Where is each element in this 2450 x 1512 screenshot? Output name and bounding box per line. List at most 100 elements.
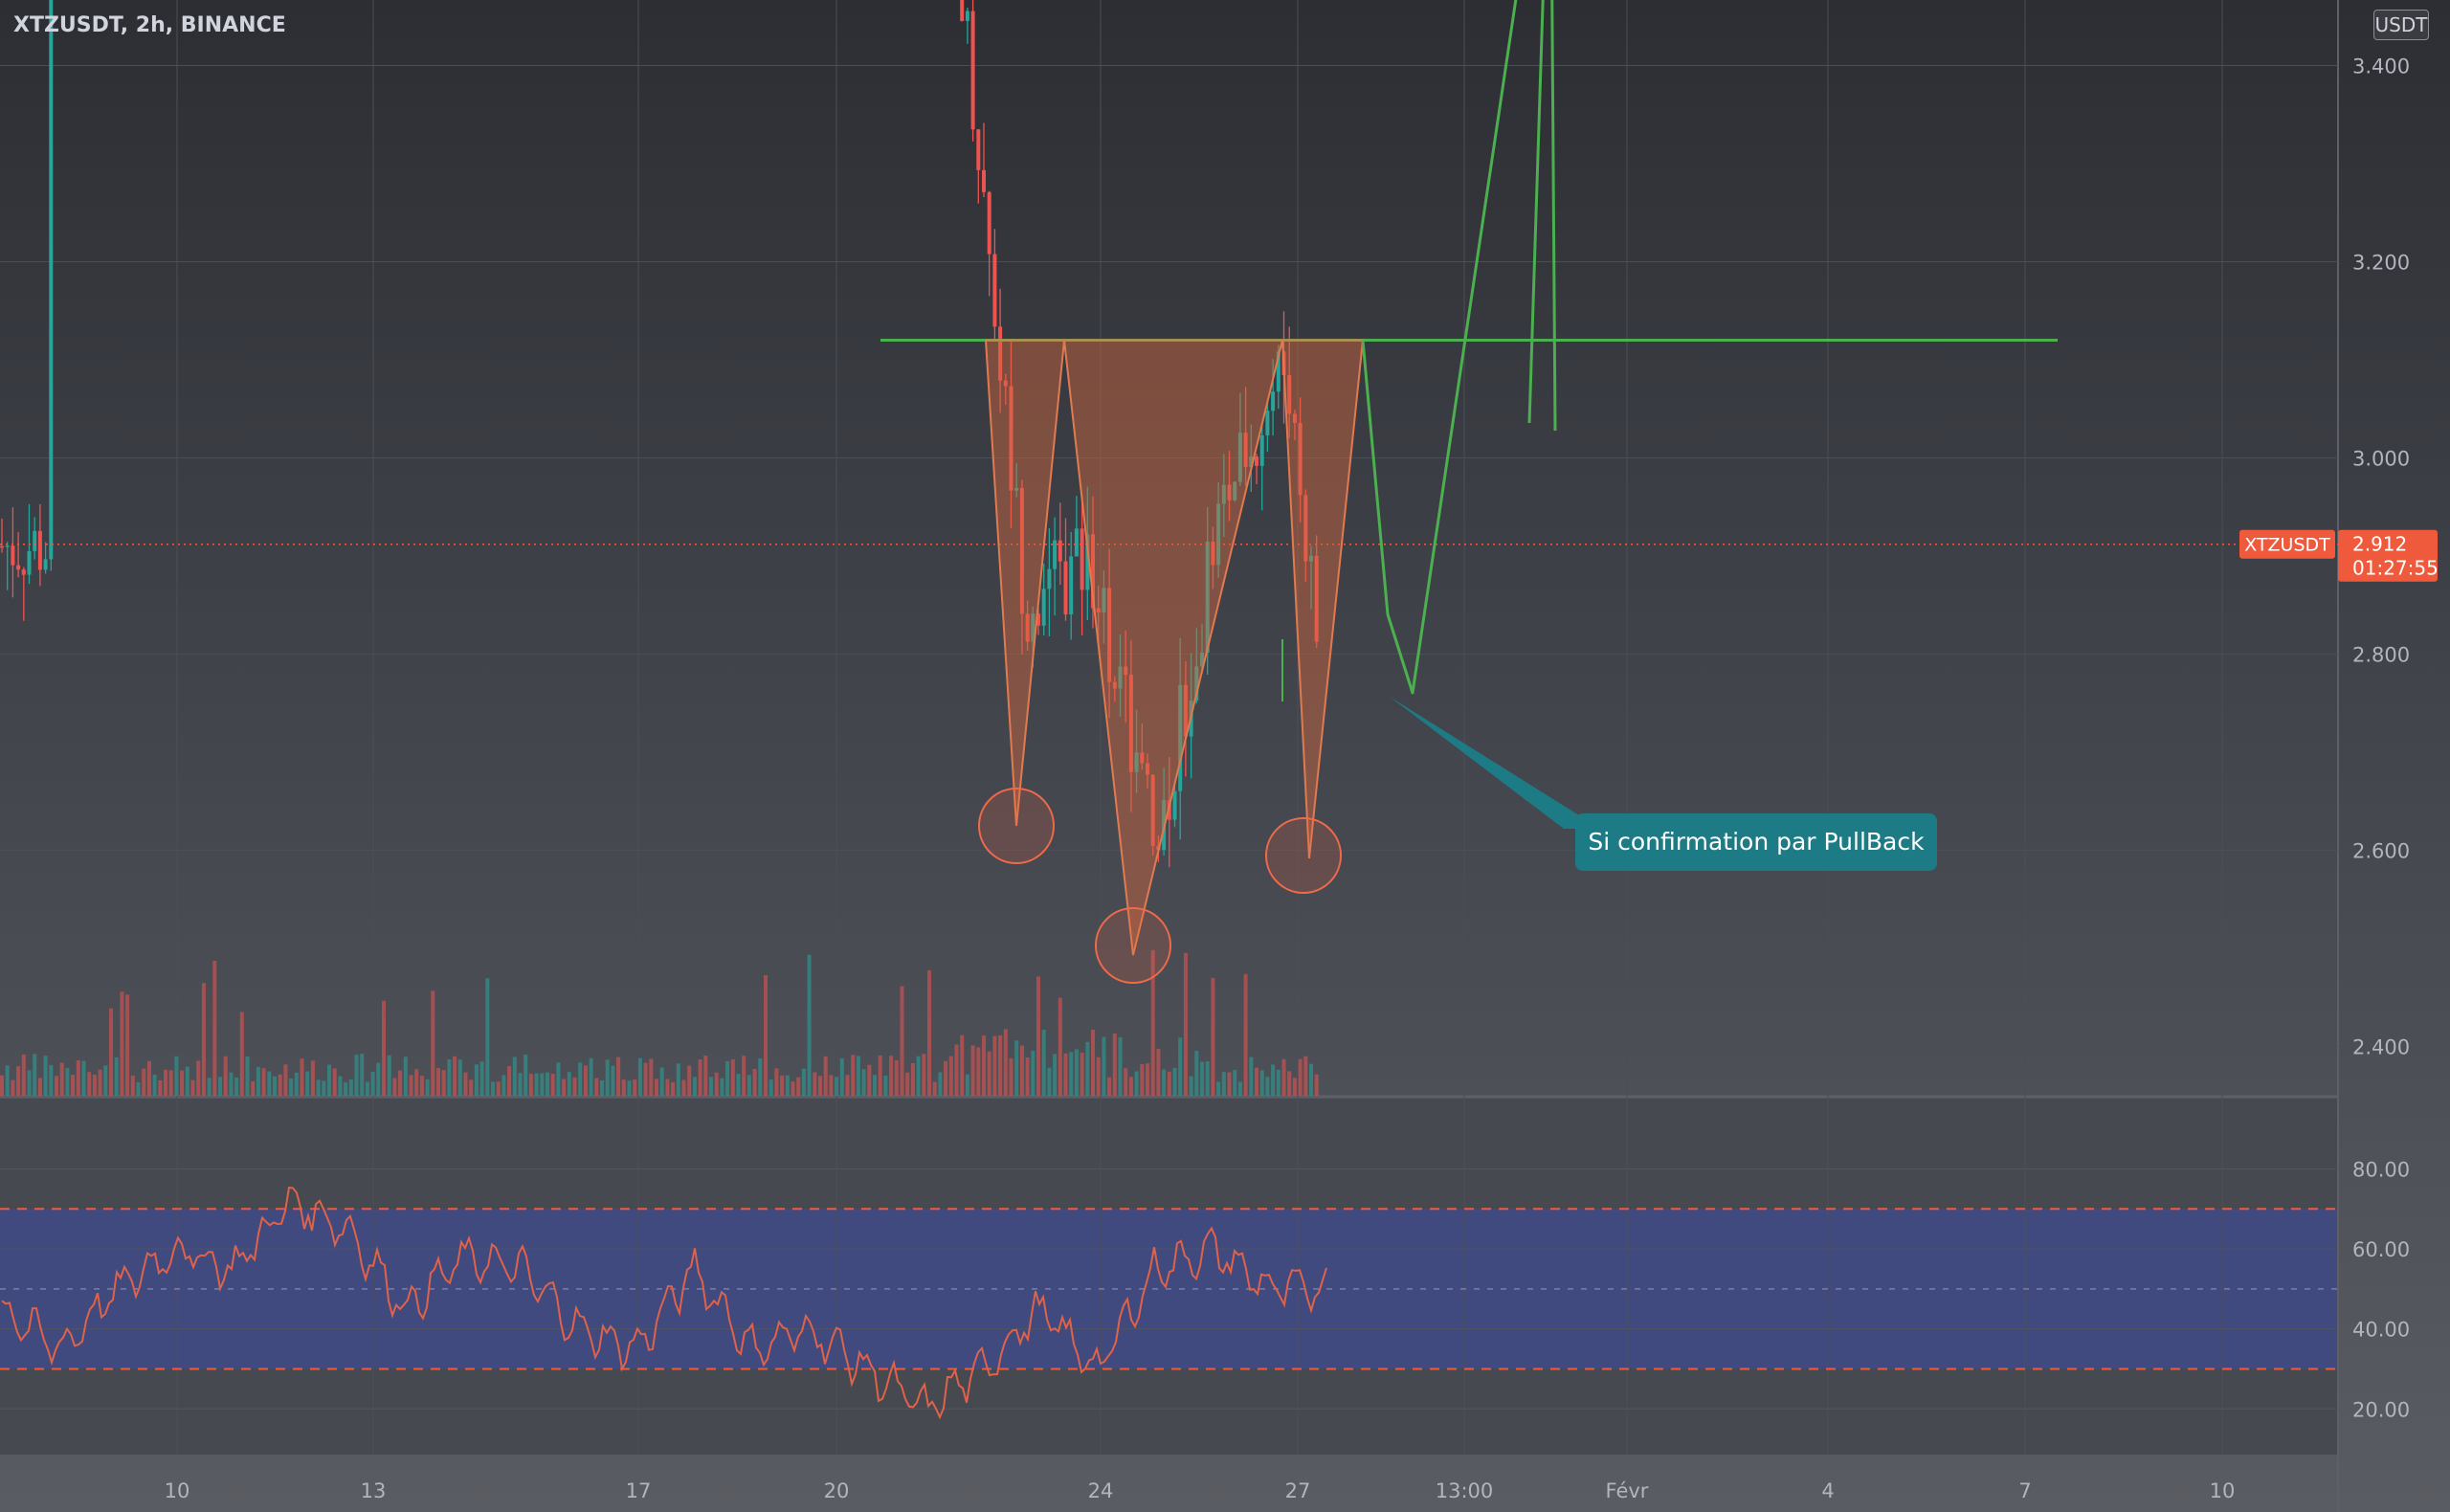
- volume-bar-127: [692, 1077, 697, 1096]
- volume-bar-186: [1014, 1040, 1019, 1096]
- volume-bar-112: [611, 1065, 615, 1096]
- volume-bar-157: [856, 1056, 860, 1096]
- candle-body-7: [37, 530, 42, 570]
- candle-body-0: [0, 545, 4, 548]
- volume-bar-87: [474, 1064, 479, 1096]
- volume-bar-145: [791, 1081, 795, 1096]
- volume-bar-138: [752, 1068, 757, 1096]
- candle-body-186: [1014, 487, 1019, 491]
- volume-bar-226: [1233, 1070, 1237, 1096]
- volume-bar-203: [1107, 1077, 1112, 1096]
- volume-bar-175: [954, 1044, 959, 1096]
- volume-bar-72: [392, 1078, 397, 1096]
- volume-bar-60: [327, 1064, 331, 1096]
- volume-bar-6: [33, 1054, 37, 1096]
- candle-body-228: [1243, 433, 1248, 467]
- volume-bar-71: [387, 1055, 391, 1096]
- candle-body-221: [1205, 542, 1210, 654]
- candle-body-233: [1271, 391, 1276, 411]
- volume-bar-56: [305, 1071, 310, 1096]
- symbol-label[interactable]: XTZUSDT, 2h, BINANCE: [13, 13, 286, 37]
- volume-bar-83: [453, 1056, 457, 1096]
- volume-bar-125: [681, 1079, 686, 1096]
- candle-body-230: [1255, 456, 1258, 466]
- price-tick-label: 3.200: [2352, 252, 2410, 275]
- volume-bar-10: [55, 1076, 58, 1096]
- volume-bar-19: [103, 1065, 108, 1096]
- volume-bar-225: [1227, 1072, 1232, 1096]
- volume-bar-118: [643, 1062, 648, 1096]
- volume-bar-78: [425, 1078, 430, 1096]
- volume-bar-12: [65, 1068, 70, 1096]
- volume-bar-194: [1058, 997, 1062, 1096]
- volume-bar-101: [550, 1074, 555, 1096]
- last-price-badge-bg: [2338, 529, 2438, 582]
- candle-body-2: [11, 545, 15, 566]
- volume-bar-89: [485, 978, 490, 1096]
- volume-bar-18: [98, 1069, 102, 1096]
- volume-bar-206: [1124, 1068, 1128, 1096]
- volume-bar-96: [523, 1054, 528, 1096]
- volume-bar-241: [1314, 1074, 1319, 1096]
- volume-bar-7: [37, 1078, 42, 1096]
- candle-body-179: [976, 129, 981, 170]
- candle-body-196: [1069, 556, 1074, 615]
- volume-bar-121: [659, 1067, 664, 1096]
- volume-bar-27: [146, 1060, 151, 1096]
- volume-bar-192: [1047, 1067, 1052, 1096]
- volume-bar-201: [1096, 1056, 1101, 1096]
- candle-body-238: [1298, 423, 1303, 496]
- candle-body-210: [1146, 763, 1149, 775]
- volume-bar-38: [207, 1078, 212, 1096]
- candle-body-199: [1085, 534, 1090, 590]
- candle-body-195: [1063, 561, 1068, 615]
- volume-bar-42: [229, 1072, 234, 1096]
- volume-bar-220: [1200, 1061, 1204, 1096]
- time-tick-label: 10: [2210, 1479, 2236, 1502]
- volume-bar-15: [81, 1060, 86, 1096]
- volume-bar-140: [764, 975, 768, 1096]
- currency-button[interactable]: USDT: [2373, 10, 2429, 40]
- price-tick-label: 3.000: [2352, 448, 2410, 471]
- volume-bar-108: [589, 1057, 593, 1096]
- volume-bar-122: [665, 1078, 670, 1096]
- last-price-text: 2.912: [2352, 533, 2407, 556]
- candle-body-227: [1237, 433, 1242, 482]
- rsi-tick-label: 20.00: [2352, 1398, 2410, 1421]
- volume-bar-68: [370, 1071, 375, 1096]
- volume-bar-155: [845, 1075, 850, 1096]
- volume-bar-47: [256, 1066, 260, 1096]
- volume-bar-65: [354, 1055, 359, 1096]
- symbol-badge-bg: [2239, 529, 2335, 559]
- head-circle: [1095, 907, 1171, 984]
- callout-pointer: [1390, 697, 1589, 829]
- volume-bar-73: [398, 1070, 403, 1096]
- volume-bar-152: [829, 1075, 834, 1096]
- candle-body-191: [1041, 589, 1046, 626]
- rsi-tick-label: 80.00: [2352, 1159, 2410, 1182]
- volume-bar-120: [655, 1078, 658, 1096]
- volume-bar-90: [491, 1081, 495, 1096]
- volume-bar-114: [621, 1079, 626, 1096]
- volume-bar-99: [540, 1073, 545, 1096]
- pullback-annotation[interactable]: Si confirmation par PullBack: [1575, 813, 1937, 871]
- volume-bar-85: [463, 1072, 468, 1096]
- candle-body-224: [1221, 484, 1226, 504]
- volume-bar-35: [190, 1079, 195, 1096]
- volume-bar-146: [796, 1077, 801, 1096]
- volume-bar-97: [528, 1074, 533, 1096]
- volume-bar-218: [1189, 1076, 1193, 1096]
- candle-body-185: [1009, 386, 1013, 491]
- candle-body-207: [1128, 675, 1133, 772]
- volume-bar-126: [687, 1065, 692, 1096]
- volume-bar-238: [1298, 1058, 1303, 1096]
- volume-bar-40: [218, 1077, 222, 1096]
- volume-bar-79: [431, 990, 435, 1096]
- candle-body-190: [1036, 613, 1040, 626]
- volume-bar-45: [245, 1056, 250, 1096]
- candle-body-234: [1276, 351, 1281, 392]
- candle-body-208: [1134, 752, 1139, 772]
- volume-bar-76: [414, 1069, 419, 1096]
- time-tick-label: 20: [824, 1479, 850, 1502]
